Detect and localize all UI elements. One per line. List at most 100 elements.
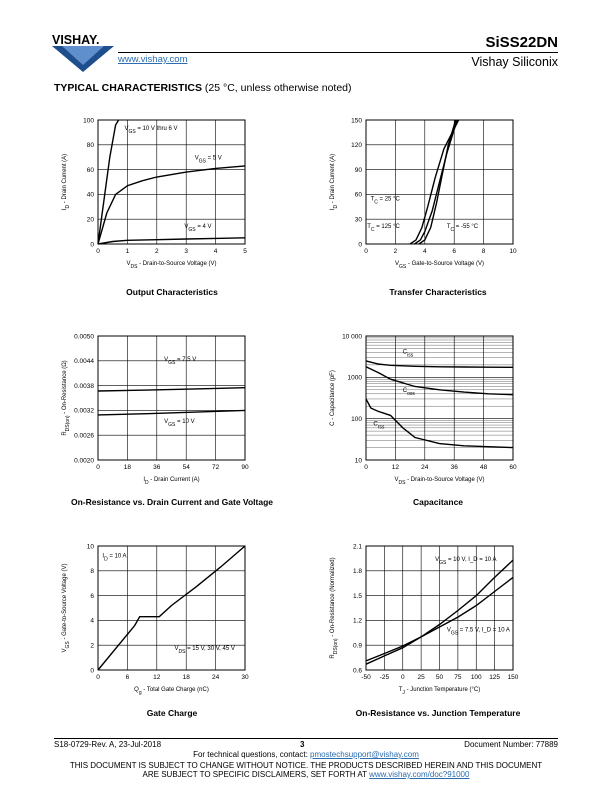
series-line (365, 576, 514, 662)
x-tick-label: 90 (241, 464, 249, 471)
y-tick-label: 1.2 (353, 618, 362, 625)
contact-line: For technical questions, contact: pmoste… (0, 750, 612, 759)
y-axis-label: ID - Drain Current (A) (330, 154, 339, 210)
x-axis-label: Qg - Total Gate Charge (nC) (134, 687, 209, 696)
x-tick-label: 50 (436, 674, 444, 681)
x-tick-label: 75 (454, 674, 462, 681)
y-tick-label: 0 (358, 241, 362, 248)
x-tick-label: 100 (471, 674, 482, 681)
x-tick-label: 24 (421, 464, 429, 471)
x-axis-label: VDS - Drain-to-Source Voltage (V) (127, 261, 217, 270)
contact-email-link[interactable]: pmostechsupport@vishay.com (310, 750, 419, 759)
y-tick-label: 0.0020 (74, 457, 94, 464)
on-resistance-vs-temperature-chart: -50 -25 0 25 50 75 100 125 150 0.6 0.9 1.2 1.5 1.8 2.1… (330, 543, 519, 696)
y-tick-label: 100 (83, 117, 94, 124)
x-tick-label: 72 (212, 464, 220, 471)
notice-prefix: ARE SUBJECT TO SPECIFIC DISCLAIMERS, SET… (142, 770, 370, 779)
y-tick-label: 0.0050 (74, 333, 94, 340)
x-tick-label: 125 (489, 674, 500, 681)
series-label: VGS = 10 V thru 6 V (124, 126, 177, 135)
y-tick-label: 0.0032 (74, 408, 94, 415)
y-tick-label: 0.9 (353, 643, 362, 650)
series-line (97, 409, 246, 416)
notice-line-1: THIS DOCUMENT IS SUBJECT TO CHANGE WITHO… (69, 761, 543, 770)
y-tick-label: 4 (90, 618, 94, 625)
y-tick-label: 0.0044 (74, 358, 94, 365)
series-label: TC = 125 °C (367, 224, 400, 233)
x-tick-label: 36 (153, 464, 161, 471)
section-note: (25 °C, unless otherwise noted) (204, 82, 352, 94)
series-label: VGS = 7.5 V, I_D = 10 A (447, 628, 510, 637)
x-tick-label: 0 (401, 674, 405, 681)
notice-line-2: ARE SUBJECT TO SPECIFIC DISCLAIMERS, SET… (0, 770, 612, 779)
x-tick-label: -50 (361, 674, 371, 681)
y-tick-label: 100 (351, 416, 362, 423)
x-tick-label: 0 (96, 674, 100, 681)
page-number: 3 (300, 740, 305, 749)
transfer-characteristics-chart: 0 2 4 6 8 10 0 30 60 90 120 150 VGS - Gate-to-Source… (330, 117, 517, 270)
vishay-logo: VISHAY. (52, 33, 114, 72)
output-characteristics-chart: 0 1 2 3 4 5 0 20 40 60 80 100 VDS - Drain-to-Source … (62, 117, 247, 270)
plot-frame (97, 335, 246, 461)
x-tick-label: 60 (509, 464, 517, 471)
series-label: VGS = 10 V, I_D = 10 A (435, 557, 496, 566)
series-line (365, 398, 514, 449)
y-tick-label: 1.8 (353, 568, 362, 575)
x-tick-label: 30 (241, 674, 249, 681)
header-rule (118, 52, 558, 53)
x-tick-label: 12 (153, 674, 161, 681)
plot-grid (365, 335, 514, 461)
x-tick-label: 0 (96, 248, 100, 255)
plot-frame (365, 119, 514, 245)
y-tick-label: 0 (90, 241, 94, 248)
capacitance-chart: 0 12 24 36 48 60 10 100 1000 10 000 VDS - Drain-to… (330, 333, 517, 486)
x-tick-label: 12 (392, 464, 400, 471)
series-line (365, 559, 514, 665)
disclaimer-link[interactable]: www.vishay.com/doc?91000 (369, 770, 470, 779)
x-tick-label: 0 (364, 464, 368, 471)
x-tick-label: 150 (508, 674, 519, 681)
x-tick-label: 4 (423, 248, 427, 255)
y-tick-label: 0.0038 (74, 383, 94, 390)
plot-grid (97, 335, 246, 461)
x-tick-label: 2 (394, 248, 398, 255)
y-tick-label: 1.5 (353, 593, 362, 600)
x-axis-label: TJ - Junction Temperature (°C) (399, 687, 481, 696)
caption-gate-charge: Gate Charge (146, 708, 198, 718)
plot-grid (97, 119, 246, 245)
section-title: TYPICAL CHARACTERISTICS (54, 82, 202, 94)
series-label: Ciss (403, 349, 414, 358)
website-link[interactable]: www.vishay.com (118, 54, 188, 65)
x-tick-label: 25 (418, 674, 426, 681)
brand-text: VISHAY. (52, 33, 99, 47)
caption-output-characteristics: Output Characteristics (126, 287, 218, 297)
series-label: VGS = 5 V (195, 156, 222, 165)
y-tick-label: 150 (351, 117, 362, 124)
chart-annotation: ID = 10 A (102, 553, 126, 562)
y-tick-label: 80 (87, 142, 95, 149)
x-tick-label: 18 (124, 464, 132, 471)
x-tick-label: 10 (509, 248, 517, 255)
y-tick-label: 20 (87, 217, 95, 224)
x-tick-label: 36 (451, 464, 459, 471)
series-line (97, 119, 120, 245)
series-label: TC = 25 °C (371, 197, 401, 206)
series-label: VGS = 7.5 V (164, 357, 196, 366)
plot-frame (97, 545, 246, 671)
series-line (418, 119, 457, 245)
series-line (409, 119, 460, 245)
series-line (97, 387, 246, 392)
section-heading: TYPICAL CHARACTERISTICS (25 °C, unless o… (54, 82, 352, 94)
y-tick-label: 10 000 (342, 333, 362, 340)
x-tick-label: 18 (183, 674, 191, 681)
series-label: Crss (373, 421, 385, 430)
document-number: Document Number: 77889 (464, 740, 558, 749)
y-tick-label: 0.6 (353, 667, 362, 674)
y-axis-label: VGS - Gate-to-Source Voltage (V) (62, 564, 71, 653)
x-tick-label: -25 (380, 674, 390, 681)
x-tick-label: 0 (364, 248, 368, 255)
y-tick-label: 40 (87, 192, 95, 199)
series-label: Coss (403, 388, 416, 397)
y-axis-label: C - Capacitance (pF) (330, 370, 336, 426)
y-tick-label: 60 (355, 192, 363, 199)
